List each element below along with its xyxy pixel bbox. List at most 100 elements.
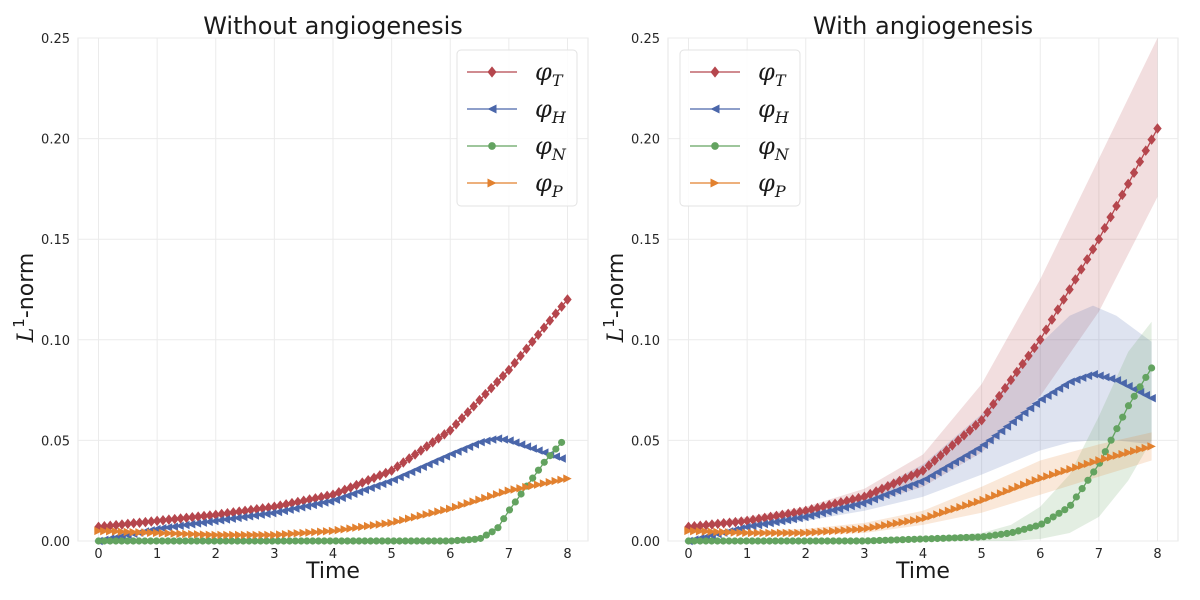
data-point [1009, 528, 1017, 537]
data-point [702, 537, 710, 545]
x-tick-label: 4 [919, 547, 927, 562]
data-point [182, 529, 191, 539]
data-point [325, 497, 335, 506]
data-point [223, 507, 232, 519]
data-point [967, 447, 977, 457]
legend-marker [487, 178, 497, 188]
data-point [393, 461, 402, 472]
data-point [476, 437, 485, 447]
x-tick-label: 0 [684, 547, 692, 562]
series-phi-t [684, 123, 1162, 533]
data-point [205, 530, 215, 539]
data-point [760, 537, 768, 545]
data-point [713, 527, 722, 537]
data-point [719, 518, 728, 529]
data-point [930, 455, 939, 466]
data-point [170, 513, 179, 525]
data-point [481, 493, 490, 503]
data-point [898, 518, 907, 527]
data-point [244, 512, 254, 521]
y-axis-label-sup: 1 [600, 318, 618, 328]
data-point [794, 528, 803, 538]
data-point [311, 493, 320, 504]
data-point [1006, 374, 1016, 386]
legend-label-symbol: φ [758, 58, 775, 86]
data-point [332, 537, 340, 545]
data-point [812, 537, 820, 545]
data-point [805, 511, 815, 521]
data-point [273, 507, 283, 517]
data-point [840, 526, 850, 535]
data-point [303, 537, 311, 545]
data-point [407, 537, 415, 545]
data-point [834, 504, 844, 514]
data-point [399, 457, 408, 468]
data-point [457, 413, 467, 424]
data-point [1059, 294, 1068, 305]
data-point [1014, 527, 1023, 535]
data-point [317, 491, 326, 503]
data-point [280, 537, 288, 545]
data-point [245, 537, 253, 545]
x-tick-label: 5 [387, 547, 395, 562]
data-point [753, 528, 763, 538]
data-point [129, 518, 138, 529]
legend-label: φN [535, 132, 567, 164]
x-tick-label: 2 [802, 547, 810, 562]
data-point [293, 529, 303, 538]
data-point [1030, 342, 1039, 354]
data-point [737, 516, 746, 527]
data-point [471, 535, 479, 543]
data-point [1008, 417, 1017, 427]
legend-label-subscript: H [774, 108, 790, 127]
data-point [1043, 516, 1051, 525]
data-point [416, 445, 426, 456]
data-point [228, 537, 236, 545]
x-tick-label: 4 [329, 547, 337, 562]
data-point [442, 537, 450, 545]
data-point [794, 513, 803, 523]
data-point [684, 537, 693, 545]
legend-label-subscript: T [775, 71, 787, 90]
legend-item-phi-h: φH [690, 95, 790, 127]
data-point [886, 520, 896, 529]
data-point [106, 537, 114, 545]
data-point [977, 415, 986, 426]
legend-label: φP [535, 169, 563, 201]
data-point [482, 436, 491, 446]
data-point [1106, 453, 1116, 462]
data-point [256, 510, 265, 519]
data-point [533, 329, 543, 341]
legend-marker [710, 178, 720, 188]
data-point [1135, 156, 1145, 167]
chart-panel-1: 0 1 2 3 4 5 6 7 8 0.00 0.05 0.10 0.15 0.20 0.25 Without… [10, 12, 589, 584]
data-point [270, 530, 279, 540]
data-point [239, 512, 248, 522]
data-point [187, 537, 195, 545]
data-point [487, 491, 496, 501]
data-point [246, 530, 256, 540]
data-point [968, 533, 976, 541]
y-axis-label: L1-norm [600, 253, 629, 344]
data-point [805, 528, 815, 537]
data-point [533, 480, 543, 489]
data-point [204, 517, 213, 527]
data-point [135, 537, 143, 545]
data-point [193, 511, 203, 522]
data-point [338, 537, 346, 545]
data-point [866, 488, 875, 500]
data-point [795, 506, 805, 518]
data-point [123, 527, 133, 537]
data-point [1037, 473, 1046, 483]
data-point [276, 530, 285, 539]
data-point [1018, 358, 1027, 370]
data-point [1142, 373, 1150, 381]
x-tick-label: 0 [94, 547, 102, 562]
legend-label-symbol: φ [535, 95, 552, 123]
data-point [405, 453, 414, 464]
data-point [387, 518, 396, 528]
data-point [1008, 484, 1017, 494]
data-point [996, 489, 1006, 498]
data-point [428, 508, 437, 518]
